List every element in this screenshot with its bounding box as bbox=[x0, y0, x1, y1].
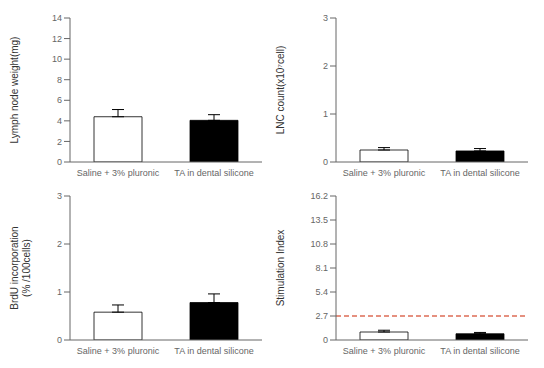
svg-text:2: 2 bbox=[57, 239, 62, 249]
svg-text:Saline + 3% pluronic: Saline + 3% pluronic bbox=[77, 168, 160, 178]
svg-text:5.4: 5.4 bbox=[315, 287, 328, 297]
svg-text:3: 3 bbox=[323, 13, 328, 23]
svg-text:Stimulation Index: Stimulation Index bbox=[275, 230, 286, 307]
svg-text:TA in dental silicone: TA in dental silicone bbox=[174, 346, 253, 356]
svg-text:0: 0 bbox=[323, 335, 328, 345]
svg-text:14: 14 bbox=[52, 13, 62, 23]
svg-text:0: 0 bbox=[57, 157, 62, 167]
svg-text:4: 4 bbox=[57, 116, 62, 126]
svg-text:1: 1 bbox=[323, 109, 328, 119]
svg-text:2: 2 bbox=[323, 61, 328, 71]
svg-text:TA in dental silicone: TA in dental silicone bbox=[440, 168, 519, 178]
svg-text:12: 12 bbox=[52, 34, 62, 44]
svg-text:13.5: 13.5 bbox=[310, 215, 328, 225]
svg-text:1: 1 bbox=[57, 287, 62, 297]
svg-text:6: 6 bbox=[57, 95, 62, 105]
svg-text:0: 0 bbox=[323, 157, 328, 167]
svg-text:Lymph node weight(mg): Lymph node weight(mg) bbox=[9, 37, 20, 144]
svg-text:2: 2 bbox=[57, 137, 62, 147]
svg-text:2.7: 2.7 bbox=[315, 311, 328, 321]
svg-text:8.1: 8.1 bbox=[315, 263, 328, 273]
svg-text:BrdU incorporation(% /100cells: BrdU incorporation(% /100cells) bbox=[9, 226, 32, 309]
svg-text:Saline + 3% pluronic: Saline + 3% pluronic bbox=[77, 346, 160, 356]
svg-text:0: 0 bbox=[57, 335, 62, 345]
svg-text:10: 10 bbox=[52, 54, 62, 64]
svg-text:16.2: 16.2 bbox=[310, 191, 328, 201]
svg-text:Saline + 3% pluronic: Saline + 3% pluronic bbox=[343, 346, 426, 356]
svg-text:TA in dental silicone: TA in dental silicone bbox=[440, 346, 519, 356]
svg-text:8: 8 bbox=[57, 75, 62, 85]
svg-text:LNC count(x10⁷cell): LNC count(x10⁷cell) bbox=[275, 46, 286, 135]
svg-text:Saline + 3% pluronic: Saline + 3% pluronic bbox=[343, 168, 426, 178]
svg-text:TA in dental silicone: TA in dental silicone bbox=[174, 168, 253, 178]
svg-text:10.8: 10.8 bbox=[310, 239, 328, 249]
svg-text:3: 3 bbox=[57, 191, 62, 201]
